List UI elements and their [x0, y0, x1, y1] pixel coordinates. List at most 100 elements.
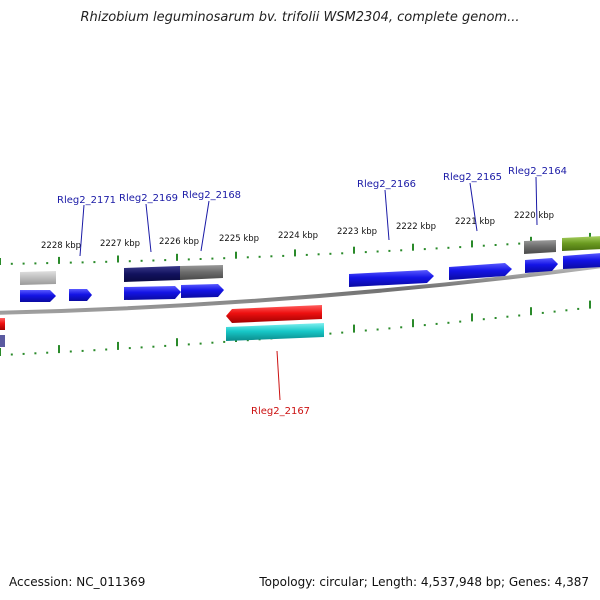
gene-blue-edge[interactable] — [563, 253, 600, 269]
gene-label-rleg2-2168[interactable]: Rleg2_2168 — [182, 190, 241, 201]
scale-minor-tick — [46, 262, 49, 265]
gene-label-rleg2-2164[interactable]: Rleg2_2164 — [508, 166, 567, 177]
gene-2171-arrow-a[interactable] — [20, 290, 56, 302]
gene-2169-arrow[interactable] — [124, 286, 181, 300]
scale-minor-tick — [447, 321, 450, 324]
scale-major-tick — [353, 324, 355, 333]
scale-major-tick — [0, 348, 1, 356]
scale-minor-tick — [282, 254, 285, 257]
gene-purple-edge[interactable] — [0, 335, 5, 347]
scale-minor-tick — [140, 346, 143, 349]
scale-minor-tick — [128, 260, 131, 263]
kbp-label-2228: 2228 kbp — [41, 241, 81, 251]
kbp-label-2226: 2226 kbp — [159, 237, 199, 247]
scale-minor-tick — [459, 320, 462, 323]
gene-2169-navy[interactable] — [124, 266, 180, 282]
scale-minor-tick — [388, 249, 391, 252]
scale-minor-tick — [34, 262, 37, 265]
gene-label-rleg2-2169[interactable]: Rleg2_2169 — [119, 193, 178, 204]
forward-strand-genes — [20, 236, 600, 302]
scale-major-tick — [0, 258, 1, 265]
scale-minor-tick — [506, 243, 509, 246]
scale-minor-tick — [541, 311, 544, 314]
gene-label-rleg2-2171[interactable]: Rleg2_2171 — [57, 195, 116, 206]
scale-minor-tick — [81, 261, 84, 264]
gene-2164-arrow[interactable] — [525, 258, 558, 273]
scale-minor-tick — [22, 262, 25, 265]
scale-minor-tick — [400, 249, 403, 252]
scale-minor-tick — [435, 247, 438, 250]
scale-major-tick — [471, 240, 473, 248]
gene-label-rleg2-2167[interactable]: Rleg2_2167 — [251, 406, 310, 417]
scale-minor-tick — [10, 353, 13, 356]
scale-major-tick — [471, 313, 473, 322]
scale-minor-tick — [329, 252, 332, 255]
scale-minor-tick — [482, 244, 485, 247]
gene-red-edge[interactable] — [0, 318, 5, 330]
scale-minor-tick — [494, 244, 497, 246]
scale-minor-tick — [553, 310, 556, 313]
scale-major-tick — [176, 338, 178, 347]
kbp-label-2222: 2222 kbp — [396, 222, 436, 232]
scale-minor-tick — [152, 345, 155, 348]
gene-label-rleg2-2165[interactable]: Rleg2_2165 — [443, 172, 502, 183]
scale-minor-tick — [164, 259, 167, 262]
scale-minor-tick — [400, 326, 403, 329]
scale-minor-tick — [577, 307, 580, 310]
scale-major-tick — [412, 319, 414, 328]
genome-backbone — [0, 264, 600, 315]
scale-major-tick — [589, 300, 591, 309]
gene-light-gray[interactable] — [20, 271, 56, 285]
scale-minor-tick — [223, 340, 226, 343]
map-title: Rhizobium leguminosarum bv. trifolii WSM… — [80, 10, 520, 25]
gene-2168-arrow[interactable] — [181, 284, 224, 298]
scale-major-tick — [353, 246, 355, 254]
scale-minor-tick — [199, 342, 202, 345]
scale-minor-tick — [341, 252, 344, 255]
kbp-label-2220: 2220 kbp — [514, 211, 554, 221]
scale-minor-tick — [364, 329, 367, 332]
gene-2171-arrow-b[interactable] — [69, 289, 92, 301]
scale-major-tick — [530, 307, 532, 316]
scale-major-tick — [412, 243, 414, 251]
scale-minor-tick — [164, 344, 167, 347]
scale-minor-tick — [317, 253, 320, 256]
scale-minor-tick — [93, 349, 96, 352]
gene-2166-arrow[interactable] — [349, 270, 434, 287]
scale-minor-tick — [223, 257, 226, 260]
reverse-strand-genes — [0, 305, 324, 347]
kbp-label-2227: 2227 kbp — [100, 239, 140, 249]
scale-minor-tick — [258, 255, 261, 258]
kbp-label-2224: 2224 kbp — [278, 231, 318, 241]
scale-minor-tick — [105, 348, 108, 351]
scale-major-tick — [294, 249, 296, 257]
scale-minor-tick — [518, 242, 521, 245]
callout-lines — [79, 176, 538, 401]
scale-major-tick — [117, 341, 119, 350]
scale-minor-tick — [305, 253, 308, 256]
scale-major-tick — [589, 232, 591, 240]
kbp-label-2221: 2221 kbp — [455, 217, 495, 227]
scale-minor-tick — [518, 314, 521, 317]
gene-2167-red-arrow[interactable] — [226, 305, 322, 323]
scale-minor-tick — [341, 331, 344, 334]
gene-gray-a[interactable] — [180, 265, 223, 280]
scale-minor-tick — [435, 322, 438, 325]
topology-label: Topology: circular; Length: 4,537,948 bp… — [259, 575, 589, 589]
gene-label-rleg2-2166[interactable]: Rleg2_2166 — [357, 179, 416, 190]
gene-2165-arrow[interactable] — [449, 263, 512, 280]
scale-minor-tick — [423, 248, 426, 251]
gene-olive[interactable] — [562, 236, 600, 251]
scale-minor-tick — [246, 339, 249, 342]
scale-minor-tick — [128, 347, 131, 350]
gene-gray-b[interactable] — [524, 240, 556, 254]
accession-label: Accession: NC_011369 — [9, 575, 146, 589]
scale-minor-tick — [506, 315, 509, 318]
scale-minor-tick — [246, 256, 249, 259]
kbp-label-2223: 2223 kbp — [337, 227, 377, 237]
scale-minor-tick — [376, 250, 379, 253]
gene-2167-cyan[interactable] — [226, 323, 324, 341]
scale-minor-tick — [105, 260, 108, 263]
scale-minor-tick — [329, 332, 332, 335]
scale-minor-tick — [199, 258, 202, 260]
